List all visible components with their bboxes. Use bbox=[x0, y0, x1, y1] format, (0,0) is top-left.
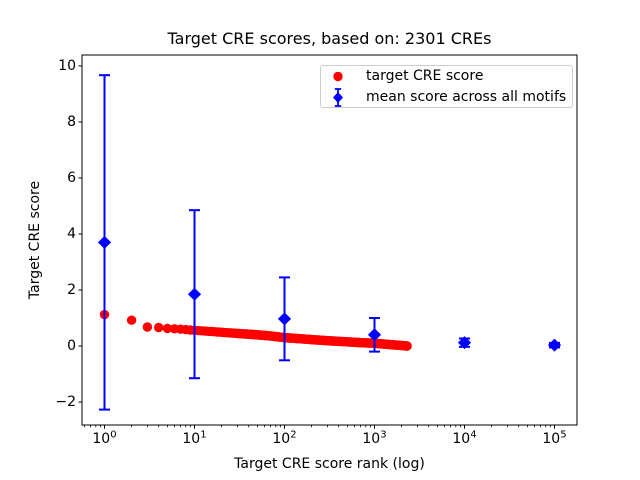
x-tick-label: 104 bbox=[452, 429, 477, 447]
axes-frame bbox=[81, 54, 578, 426]
data-point-red bbox=[154, 322, 164, 333]
data-point-red bbox=[142, 322, 153, 332]
data-point-blue-diamond bbox=[457, 336, 472, 350]
x-axis-label: Target CRE score rank (log) bbox=[234, 456, 425, 472]
data-point-blue-diamond bbox=[367, 328, 382, 342]
y-tick-label: 10 bbox=[58, 57, 76, 74]
x-tick-label: 103 bbox=[362, 429, 387, 447]
x-tick-label: 102 bbox=[272, 429, 297, 447]
y-tick-label: 4 bbox=[67, 225, 76, 242]
y-tick-label: −2 bbox=[55, 394, 76, 411]
y-tick-label: 0 bbox=[67, 338, 76, 354]
chart-title: Target CRE scores, based on: 2301 CREs bbox=[167, 29, 492, 48]
y-tick-label: 2 bbox=[67, 281, 76, 298]
legend: target CRE score mean score across all m… bbox=[320, 65, 573, 108]
x-tick-label: 101 bbox=[182, 429, 207, 447]
data-point-blue-diamond bbox=[187, 287, 202, 301]
data-point-blue-diamond bbox=[277, 312, 292, 326]
data-point-blue-diamond bbox=[547, 338, 562, 352]
data-point-blue-diamond bbox=[97, 235, 112, 249]
data-point-red bbox=[126, 315, 137, 325]
legend-item: target CRE score bbox=[329, 66, 572, 87]
legend-item-label: target CRE score bbox=[366, 68, 484, 84]
data-point-red bbox=[402, 341, 412, 351]
y-tick-label: 8 bbox=[67, 113, 76, 130]
x-tick-label: 105 bbox=[542, 429, 567, 447]
blue-diamond-errorbar-icon bbox=[333, 87, 343, 107]
legend-item: mean score across all motifs bbox=[329, 87, 572, 108]
data-point-red bbox=[162, 323, 173, 334]
x-tick-label: 100 bbox=[92, 429, 117, 447]
red-circle-icon bbox=[333, 71, 343, 81]
y-tick-label: 6 bbox=[67, 169, 76, 186]
legend-item-label: mean score across all motifs bbox=[366, 89, 567, 105]
